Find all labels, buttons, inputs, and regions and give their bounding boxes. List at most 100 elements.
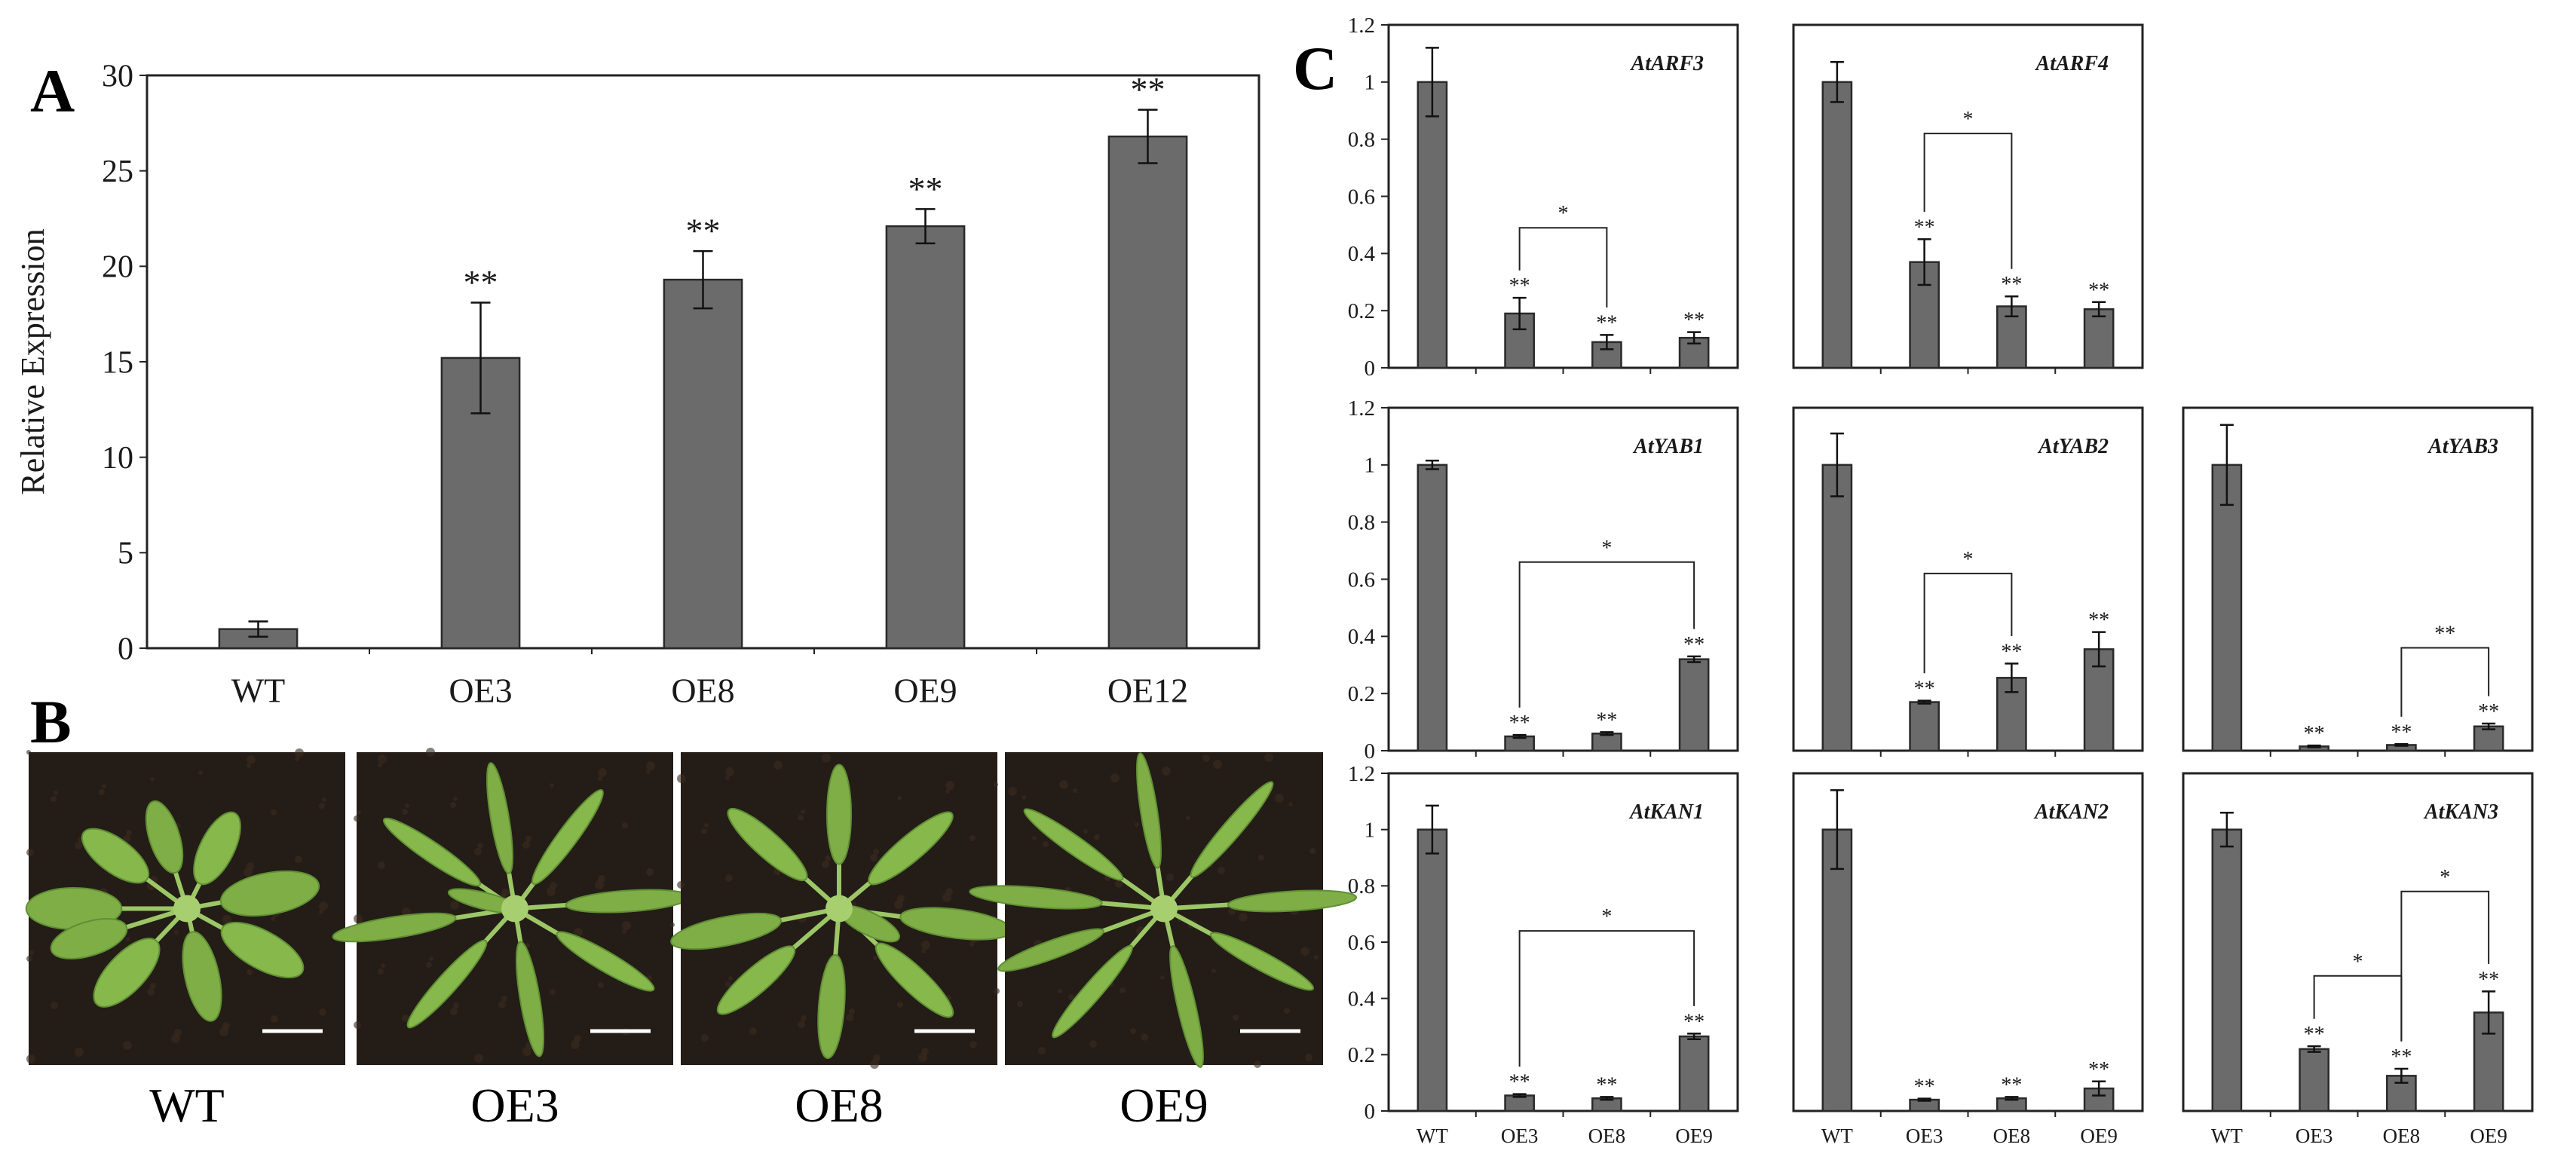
comparison-bracket: [2313, 975, 2403, 1042]
y-tick-label: 0: [1365, 357, 1376, 381]
soil-speck: [1022, 795, 1026, 800]
soil-speck: [1305, 1054, 1313, 1061]
y-tick-label: 0.2: [1348, 1043, 1375, 1067]
soil-speck: [1043, 841, 1049, 847]
leaf-blade: [1227, 889, 1358, 913]
soil-speck: [849, 1008, 855, 1014]
soil-speck: [1141, 1033, 1148, 1041]
soil-speck: [945, 789, 950, 794]
bracket-label: *: [1601, 905, 1612, 929]
leaf-blade: [969, 885, 1103, 910]
x-tick-label: OE8: [2383, 1125, 2421, 1147]
bar: [1417, 81, 1448, 369]
soil-speck: [1058, 989, 1062, 993]
y-axis-label: Relative Expression: [14, 228, 51, 494]
soil-speck: [897, 796, 902, 800]
x-tick-label: OE8: [1993, 1125, 2031, 1147]
soil-speck: [319, 901, 328, 910]
y-tick-label: 0.2: [1348, 299, 1375, 323]
rosette-center: [825, 895, 853, 923]
soil-speck: [26, 750, 31, 754]
soil-speck: [1275, 794, 1284, 803]
soil-speck: [622, 929, 626, 934]
x-tick-label: WT: [1821, 1125, 1853, 1147]
soil-speck: [1166, 874, 1174, 881]
comparison-bracket: [1923, 572, 2013, 674]
significance-label: **: [2001, 1073, 2022, 1097]
photo-panel-wt: [25, 748, 345, 1065]
soil-speck: [26, 956, 32, 962]
leaf-blade: [50, 918, 128, 959]
soil-speck: [969, 942, 974, 947]
leaf-blade: [531, 789, 604, 885]
soil-speck: [598, 982, 604, 988]
leaf-blade: [485, 762, 514, 874]
soil-speck: [123, 835, 130, 843]
soil-speck: [354, 1021, 361, 1029]
leaf-blade: [817, 953, 846, 1060]
chart-arf4: ** ** ** AtARF4 *: [1792, 23, 2144, 374]
significance-label: **: [2478, 700, 2499, 724]
soil-speck: [1309, 848, 1316, 854]
leaf-blade: [406, 939, 488, 1029]
soil-speck: [102, 784, 106, 788]
y-tick-label: 0.6: [1348, 185, 1375, 209]
soil-speck: [994, 782, 998, 787]
soil-speck: [522, 841, 530, 849]
soil-speck: [825, 855, 831, 861]
leaf: [1163, 889, 1358, 913]
leaf-blade: [826, 764, 852, 865]
soil-speck: [873, 1054, 881, 1062]
comparison-bracket: [1923, 133, 2013, 269]
chart-a: 0 5 10 15 20 25 30 Relative Expression ** ** ** ** W…: [14, 59, 1260, 709]
soil-speck: [402, 1014, 409, 1022]
bar: [1821, 828, 1853, 1112]
comparison-bracket: [1518, 561, 1695, 708]
leaf-blade: [145, 800, 184, 874]
soil-speck: [378, 861, 385, 869]
soil-speck: [921, 949, 926, 953]
soil-speck: [822, 861, 829, 868]
x-tick-label: OE9: [1675, 1125, 1713, 1147]
bracket-label: *: [2440, 866, 2450, 889]
chart-kan2: ** ** ** WT OE3 OE8 OE9 AtKAN2: [1792, 772, 2144, 1147]
soil-speck: [75, 1048, 84, 1057]
leaf: [513, 789, 604, 910]
soil-speck: [801, 1015, 807, 1021]
leaf-blade: [716, 945, 796, 1015]
soil-speck: [1032, 836, 1037, 840]
soil-speck: [1314, 955, 1319, 959]
y-tick-label: 15: [102, 345, 133, 380]
soil-speck: [271, 809, 277, 816]
y-tick-label: 10: [102, 441, 133, 476]
soil-speck: [150, 777, 155, 782]
soil-speck: [1038, 1047, 1046, 1054]
leaf-blade: [1136, 752, 1162, 869]
soil-speck: [646, 761, 655, 770]
soil-speck: [99, 789, 105, 795]
x-tick-label: OE12: [1107, 671, 1188, 709]
soil-speck: [598, 875, 605, 883]
y-tick-label: 20: [102, 250, 133, 285]
x-tick-label: WT: [1417, 1125, 1448, 1147]
chart-arf3: 0 0.2 0.4 0.6 0.8 1 1.2 ** ** ** AtARF3 *: [1348, 14, 1739, 381]
leaf-blade: [868, 811, 954, 886]
bracket-label: *: [1963, 108, 1974, 131]
soil-speck: [1073, 788, 1077, 793]
bar: [1678, 658, 1710, 752]
leaf-blade: [997, 928, 1104, 972]
x-tick-label: OE3: [1501, 1125, 1539, 1147]
soil-speck: [1094, 834, 1100, 840]
soil-speck: [1228, 907, 1236, 915]
soil-speck: [798, 815, 804, 821]
panel-label-a: A: [30, 57, 75, 125]
bar: [663, 278, 743, 650]
soil-speck: [550, 783, 554, 788]
soil-speck: [498, 1001, 506, 1008]
soil-speck: [1213, 760, 1222, 769]
soil-speck: [426, 748, 435, 757]
soil-speck: [1017, 1001, 1023, 1007]
soil-speck: [969, 835, 976, 841]
soil-speck: [247, 862, 254, 870]
